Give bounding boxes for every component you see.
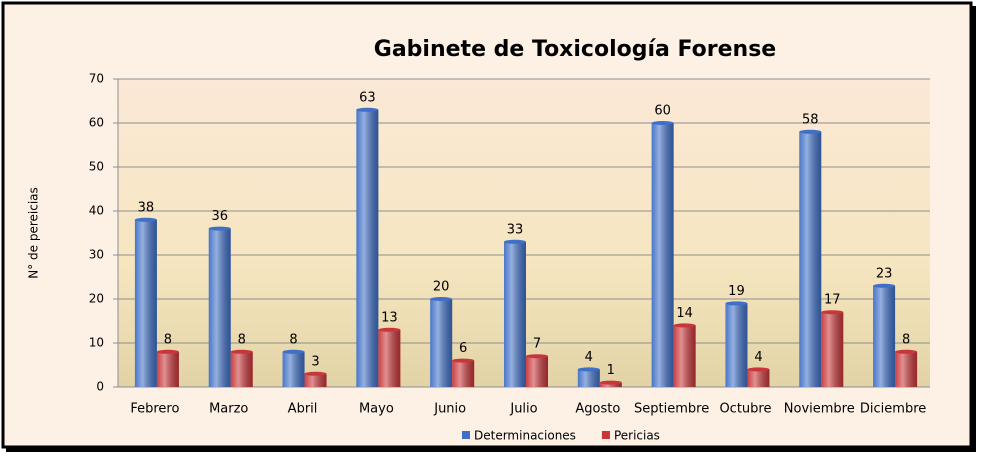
data-label: 23 <box>876 266 893 281</box>
legend-swatch <box>462 431 470 439</box>
bar-shine <box>134 219 157 387</box>
bar-cap <box>821 310 844 315</box>
x-tick-label: Noviembre <box>784 402 855 417</box>
bar-cap <box>134 217 157 222</box>
bar-shine <box>821 312 844 387</box>
bar-cap <box>747 367 770 372</box>
bar-cap <box>452 358 475 363</box>
y-tick-label: 60 <box>89 116 104 130</box>
y-tick-label: 70 <box>89 72 104 86</box>
bar-shine <box>378 329 401 387</box>
bar-shine <box>304 373 327 387</box>
y-tick-label: 0 <box>96 380 104 394</box>
bar-cap <box>156 349 179 354</box>
bar-shine <box>599 382 622 387</box>
data-label: 8 <box>289 332 297 347</box>
bar-shine <box>156 351 179 387</box>
data-label: 20 <box>433 280 450 295</box>
bar-shine <box>577 369 600 387</box>
y-tick-label: 20 <box>89 292 104 306</box>
x-tick-label: Junio <box>433 402 466 417</box>
data-label: 8 <box>902 332 910 347</box>
data-label: 3 <box>311 354 319 369</box>
data-label: 19 <box>728 284 745 299</box>
bar-shine <box>651 123 674 387</box>
data-label: 8 <box>164 332 172 347</box>
bar-cap <box>430 297 453 301</box>
bar-shine <box>356 109 379 388</box>
bar-cap <box>208 226 231 231</box>
x-tick-label: Marzo <box>209 402 248 417</box>
data-label: 63 <box>359 90 376 105</box>
bar-cap <box>799 129 822 134</box>
bar-shine <box>452 360 475 387</box>
legend-label: Pericias <box>614 429 660 443</box>
x-tick-label: Febrero <box>130 402 179 417</box>
data-label: 33 <box>507 222 524 237</box>
y-axis-label: N° de pereicias <box>27 187 41 279</box>
bar-cap <box>504 239 526 244</box>
y-tick-label: 10 <box>89 336 104 350</box>
bar-shine <box>526 356 548 387</box>
x-tick-label: Julio <box>509 402 537 417</box>
bar-shine <box>430 299 453 387</box>
bar-cap <box>599 380 622 385</box>
bar-shine <box>873 285 896 387</box>
bar-cap <box>282 349 305 354</box>
bar-shine <box>673 325 696 387</box>
x-tick-label: Octubre <box>719 402 771 417</box>
y-tick-label: 40 <box>89 204 104 218</box>
bar-cap <box>873 283 896 288</box>
data-label: 13 <box>381 310 398 325</box>
data-label: 36 <box>211 209 228 224</box>
x-tick-label: Diciembre <box>860 402 926 417</box>
data-label: 58 <box>802 112 819 127</box>
bar-cap <box>577 367 600 372</box>
data-label: 6 <box>459 341 467 356</box>
data-label: 8 <box>238 332 246 347</box>
bar-cap <box>230 349 253 354</box>
bar-shine <box>799 131 822 387</box>
data-label: 4 <box>585 350 593 365</box>
x-tick-label: Septiembre <box>634 402 709 417</box>
data-label: 60 <box>654 104 671 119</box>
bar-shine <box>230 351 253 387</box>
bar-cap <box>356 107 379 112</box>
bar-cap <box>725 301 748 306</box>
bar-shine <box>895 351 918 387</box>
bar-shine <box>208 228 231 387</box>
data-label: 7 <box>533 337 541 352</box>
bar-cap <box>673 323 696 328</box>
chart-title: Gabinete de Toxicología Forense <box>374 37 776 62</box>
x-tick-label: Mayo <box>359 402 394 417</box>
legend-swatch <box>601 431 610 439</box>
bar-cap <box>378 327 401 332</box>
y-tick-label: 30 <box>89 248 104 262</box>
bar-shine <box>504 241 526 387</box>
data-label: 4 <box>754 350 762 365</box>
bar-cap <box>526 354 548 359</box>
bar-cap <box>304 371 327 376</box>
bar-cap <box>651 121 674 125</box>
bar-shine <box>282 351 305 387</box>
data-label: 14 <box>676 306 693 321</box>
x-tick-label: Abril <box>288 402 318 417</box>
data-label: 17 <box>824 293 841 308</box>
bar-shine <box>725 303 748 387</box>
data-label: 38 <box>138 200 155 215</box>
x-tick-label: Agosto <box>575 402 620 417</box>
y-tick-label: 50 <box>89 160 104 174</box>
bar-cap <box>895 349 918 354</box>
bar-shine <box>747 369 770 387</box>
data-label: 1 <box>607 363 615 378</box>
legend-label: Determinaciones <box>474 429 576 443</box>
